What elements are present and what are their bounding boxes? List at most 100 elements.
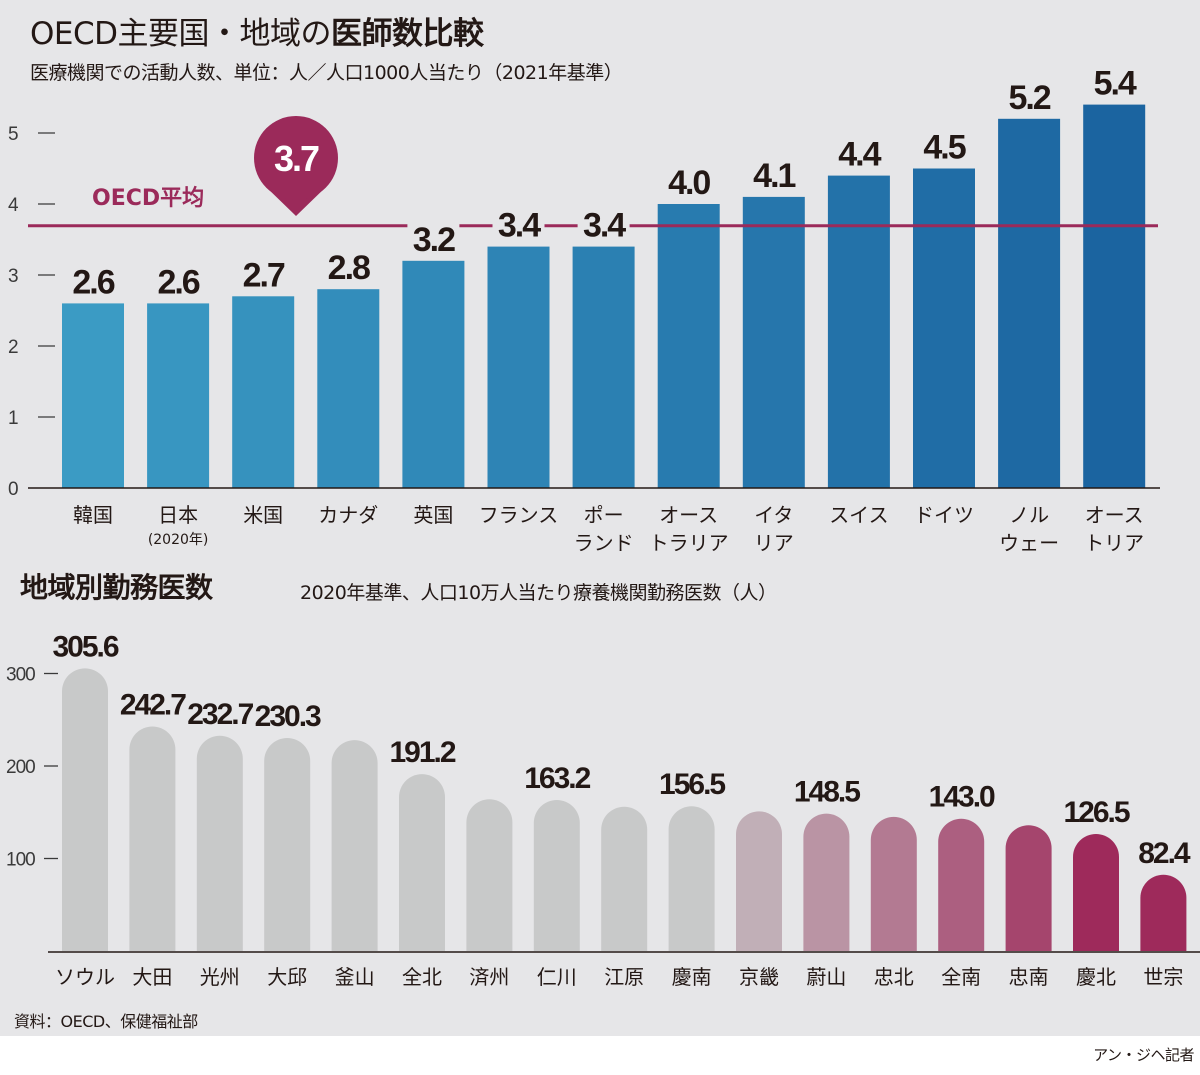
y-tick-label: 0 (8, 479, 19, 500)
y-tick-label: 3 (8, 266, 19, 287)
average-marker-value: 3.7 (274, 138, 319, 179)
bar (913, 168, 975, 488)
bar-value-label: 191.2 (389, 736, 455, 769)
category-label: リア (754, 531, 794, 555)
category-label: カナダ (318, 503, 378, 527)
label-knockout (577, 222, 630, 229)
y-tick-label: 2 (8, 337, 19, 358)
y-tick-label: 300 (6, 665, 35, 686)
chart-subtitle: 医療機関での活動人数、単位：人／人口1000人当たり（2021年基準） (30, 62, 623, 84)
title-regular: OECD主要国・地域の (30, 16, 332, 52)
category-label: 蔚山 (806, 965, 846, 989)
bar (601, 806, 648, 951)
chart-title: OECD主要国・地域の医師数比較 (30, 8, 484, 53)
category-label: トラリア (649, 531, 729, 555)
category-label: 光州 (200, 965, 240, 989)
category-label: 釜山 (335, 965, 375, 989)
category-label: 慶北 (1076, 965, 1116, 989)
source-note: 資料：OECD、保健福祉部 (14, 1012, 198, 1031)
bar-value-label: 2.6 (157, 263, 199, 301)
bar-value-label: 4.4 (838, 136, 881, 174)
bar (1140, 874, 1187, 951)
bar (62, 668, 108, 951)
bar (827, 175, 890, 488)
category-label: 江原 (604, 965, 644, 989)
category-label: 全南 (941, 965, 981, 989)
category-label: 韓国 (73, 503, 113, 527)
bar-value-label: 5.4 (1094, 65, 1137, 103)
bar (742, 196, 805, 488)
category-label: 京畿 (739, 965, 779, 989)
average-marker-bubble (254, 116, 338, 200)
bar-value-label: 2.6 (72, 263, 114, 301)
category-label: ノル (1009, 503, 1049, 527)
bar (998, 118, 1061, 489)
bar (62, 303, 124, 488)
category-label: 忠北 (874, 965, 914, 989)
bar-value-label: 3.4 (583, 207, 626, 245)
bar-value-label: 4.0 (668, 164, 710, 202)
bar (232, 296, 295, 488)
bar-value-label: 82.4 (1138, 837, 1191, 870)
category-label: (2020年) (148, 532, 209, 548)
bar (129, 726, 176, 951)
y-tick-label: 5 (8, 124, 19, 145)
category-label: トリア (1084, 531, 1144, 555)
category-label: ランド (574, 531, 634, 555)
label-knockout (492, 222, 545, 229)
label-knockout (407, 222, 460, 229)
bar (147, 303, 210, 488)
bar (317, 289, 380, 488)
bar (803, 813, 850, 951)
bar-value-label: 232.7 (187, 698, 253, 731)
bar-value-label: 163.2 (524, 762, 590, 795)
bar (487, 246, 550, 488)
bar-value-label: 305.6 (52, 630, 118, 663)
category-label: ドイツ (914, 503, 974, 527)
category-label: ウェー (999, 531, 1059, 555)
category-label: 忠南 (1009, 965, 1049, 989)
category-label: 大田 (132, 965, 172, 989)
oecd-doctors-chart: 0 1 2 3 4 5 OECD平均 3.7 2.6 2.6 2.7 2.8 3.2 3.4 3.4 4.0 4… (8, 65, 1160, 555)
bar (1073, 833, 1119, 951)
bar (736, 811, 782, 951)
bar (399, 774, 445, 951)
bar-value-label: 156.5 (659, 768, 725, 801)
category-label: 大邱 (267, 965, 307, 989)
category-label: 米国 (243, 503, 283, 527)
category-label: 全北 (402, 965, 442, 989)
category-label: イタ (754, 503, 793, 527)
bar (657, 204, 720, 488)
bar-value-label: 230.3 (255, 700, 321, 733)
title-bold: 医師数比較 (331, 16, 484, 52)
category-label: 世宗 (1143, 965, 1183, 989)
y-tick-label: 100 (6, 850, 35, 871)
bar-value-label: 143.0 (929, 781, 995, 814)
bar (668, 806, 715, 951)
bar (870, 816, 917, 951)
reporter-credit: アン・ジヘ記者 (1093, 1046, 1194, 1064)
bar (402, 260, 465, 488)
bar-value-label: 4.1 (753, 157, 795, 195)
oecd-average-label: OECD平均 (92, 185, 204, 211)
category-label: 日本 (158, 503, 198, 527)
category-label: 慶南 (672, 965, 712, 989)
category-label: 済州 (469, 965, 509, 989)
category-label: オース (1085, 503, 1144, 527)
bar (572, 246, 635, 488)
bar-value-label: 3.2 (413, 221, 455, 259)
bar-value-label: 2.7 (243, 256, 285, 294)
bar (1005, 825, 1052, 951)
category-label: ポー (584, 503, 624, 527)
bar-value-label: 148.5 (794, 776, 860, 809)
bar (938, 818, 985, 951)
y-tick-label: 200 (6, 757, 35, 778)
bar (1083, 104, 1146, 488)
bar (196, 735, 243, 951)
bar-value-label: 126.5 (1063, 796, 1129, 829)
category-label: 英国 (413, 503, 453, 527)
bar (264, 737, 311, 951)
bar-value-label: 242.7 (120, 689, 186, 722)
category-label: ソウル (55, 965, 115, 989)
